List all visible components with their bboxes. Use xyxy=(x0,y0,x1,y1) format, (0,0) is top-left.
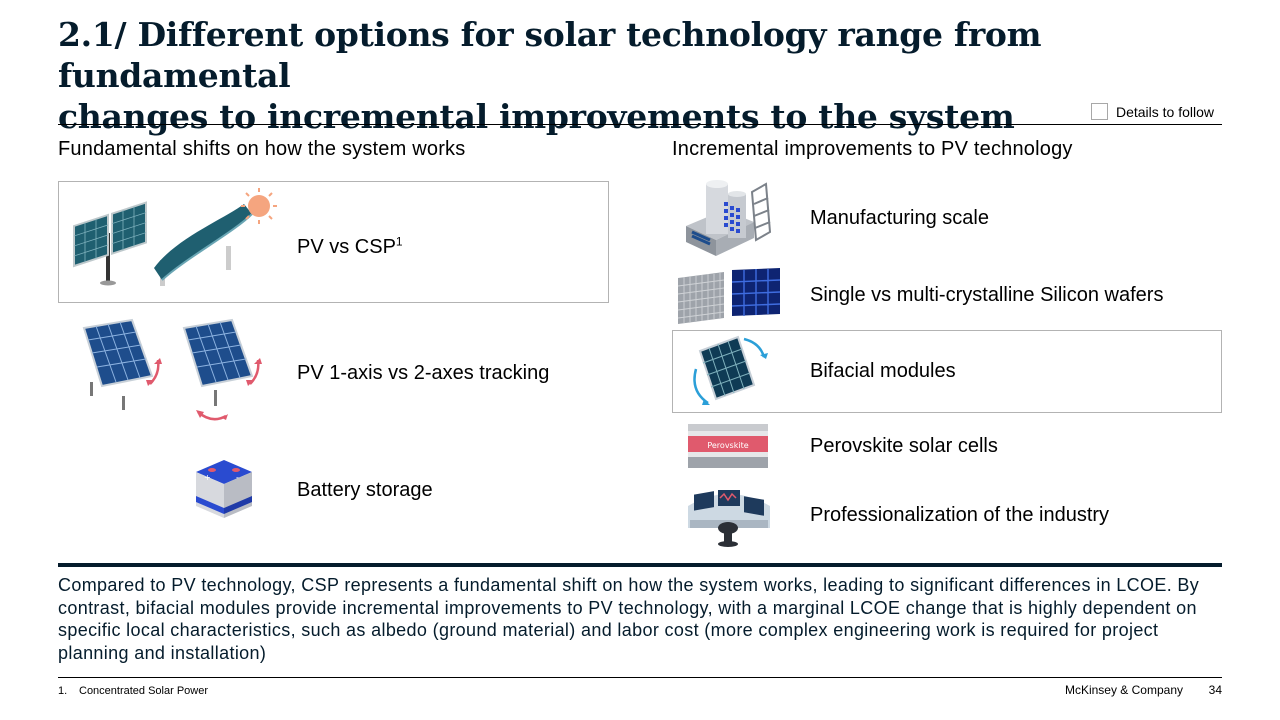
silicon-wafer-icon xyxy=(677,268,781,324)
battery-icon: + - xyxy=(196,460,252,518)
company-name: McKinsey & Company xyxy=(1064,683,1183,697)
perovskite-layer-icon: Perovskite xyxy=(688,424,768,468)
control-room-icon xyxy=(688,490,770,547)
option-label-battery: Battery storage xyxy=(297,479,433,501)
option-pv-vs-csp xyxy=(58,181,609,303)
page-title: 2.1/ Different options for solar technol… xyxy=(58,14,1238,137)
bifacial-module-icon xyxy=(693,335,768,405)
svg-text:+: + xyxy=(204,473,211,482)
legend-box-icon xyxy=(1090,103,1108,120)
solar-tracking-icon xyxy=(82,318,262,421)
option-label-pv-vs-csp: PV vs CSP1 xyxy=(297,234,403,259)
pv-and-csp-icon xyxy=(73,188,277,286)
summary-divider xyxy=(58,563,1222,567)
improvement-label-perovskite: Perovskite solar cells xyxy=(810,435,998,457)
improvement-label-wafers: Single vs multi-crystalline Silicon wafe… xyxy=(810,284,1164,306)
left-column-heading: Fundamental shifts on how the system wor… xyxy=(58,138,466,160)
improvement-bifacial-modules xyxy=(672,330,1222,413)
title-divider xyxy=(58,124,1222,125)
page-title-line-1: 2.1/ Different options for solar technol… xyxy=(58,15,1042,95)
option-label-tracking: PV 1-axis vs 2-axes tracking xyxy=(297,362,550,384)
improvement-label-bifacial: Bifacial modules xyxy=(810,360,956,382)
details-legend: Details to follow xyxy=(1090,103,1214,120)
legend-label: Details to follow xyxy=(1115,103,1214,120)
improvement-label-manufacturing: Manufacturing scale xyxy=(810,207,989,229)
option-text-pv-vs-csp: PV vs CSP xyxy=(297,236,396,258)
right-column-heading: Incremental improvements to PV technolog… xyxy=(672,138,1073,160)
page-number: 34 xyxy=(1208,683,1222,697)
improvement-label-professionalization: Professionalization of the industry xyxy=(810,504,1110,526)
footnote-number: 1. xyxy=(58,685,68,697)
svg-text:-: - xyxy=(236,473,239,482)
summary-text: Compared to PV technology, CSP represent… xyxy=(58,575,1200,663)
page-title-line-2: changes to incremental improvements to t… xyxy=(58,97,1015,136)
perovskite-icon-text: Perovskite xyxy=(707,441,748,450)
footer-divider xyxy=(58,677,1222,678)
footnote-marker: 1 xyxy=(395,234,403,249)
footnote-text: Concentrated Solar Power xyxy=(79,685,209,697)
factory-icon xyxy=(686,180,772,256)
